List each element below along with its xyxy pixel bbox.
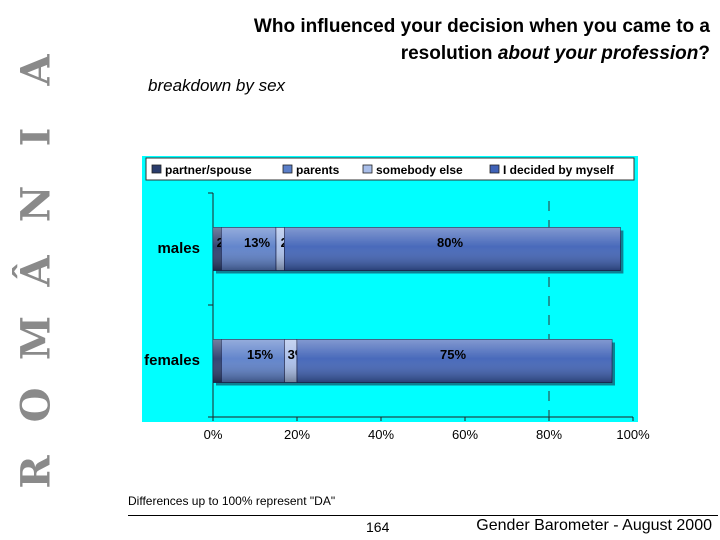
bar-segment-shade	[221, 227, 276, 271]
x-tick-label: 100%	[616, 427, 650, 442]
bar-segment-shade	[276, 227, 285, 271]
category-label: males	[157, 240, 200, 257]
data-label: 75%	[440, 347, 466, 362]
legend-swatch	[362, 164, 373, 174]
side-letter: Â	[13, 255, 60, 288]
legend-label: I decided by myself	[503, 163, 615, 177]
side-letter: R	[13, 455, 60, 489]
data-label: 13%	[244, 235, 270, 250]
title-italic: about your profession	[497, 43, 699, 64]
bar-segment-shade	[213, 339, 222, 383]
side-letter: N	[13, 186, 60, 223]
legend-box	[145, 157, 635, 181]
x-tick-label: 20%	[284, 427, 310, 442]
x-tick-label: 60%	[452, 427, 478, 442]
side-letter: M	[13, 316, 60, 360]
bar-segment-shade	[297, 339, 612, 383]
legend-label: partner/spouse	[165, 163, 252, 177]
bar-segment-shade	[284, 339, 297, 383]
x-tick-label: 0%	[204, 427, 223, 442]
x-tick-label: 80%	[536, 427, 562, 442]
footnote: Differences up to 100% represent "DA"	[128, 494, 336, 508]
title-end: ?	[698, 43, 710, 64]
title-plain: resolution	[400, 43, 498, 64]
bar-group-females: 2%15%3%75%females	[144, 339, 615, 386]
page-title: Who influenced your decision when you ca…	[150, 13, 710, 67]
legend-swatch	[151, 164, 162, 174]
side-letter: O	[13, 388, 60, 423]
legend: partner/spouse parents somebody else I deci…	[145, 157, 635, 181]
footer-source: Gender Barometer - August 2000	[476, 517, 712, 534]
title-line-1: Who influenced your decision when you ca…	[253, 16, 710, 37]
data-label: 80%	[437, 235, 463, 250]
side-letter: I	[13, 128, 60, 147]
legend-label: somebody else	[376, 163, 463, 177]
legend-swatch	[489, 164, 500, 174]
footer-rule	[128, 515, 718, 516]
bar-segment-shade	[284, 227, 621, 271]
category-label: females	[144, 352, 200, 369]
bar-group-males: 2%13%2%80%males	[157, 227, 624, 274]
legend-swatch	[282, 164, 293, 174]
side-letter: A	[13, 54, 60, 87]
data-label: 15%	[247, 347, 273, 362]
x-tick-label: 40%	[368, 427, 394, 442]
bar-segment-shade	[213, 227, 222, 271]
title-line-2: resolution about your profession?	[150, 40, 710, 67]
legend-label: parents	[296, 163, 340, 177]
page-number: 164	[366, 519, 390, 535]
subtitle: breakdown by sex	[148, 76, 286, 95]
bar-segment-shade	[221, 339, 285, 383]
